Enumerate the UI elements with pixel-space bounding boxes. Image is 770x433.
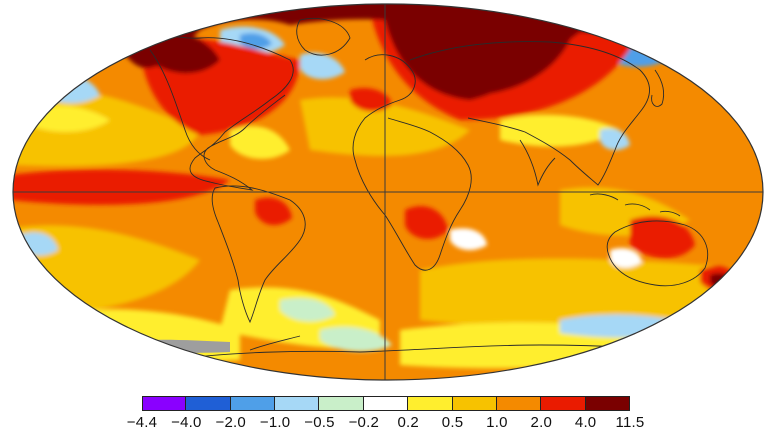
legend-swatch: [186, 396, 231, 411]
legend-tick-label: −2.0: [215, 414, 246, 431]
color-scale-legend: −4.4 −4.0 −2.0 −1.0 −0.5 −0.2 0.2 0.5 1.0 2.0 4.0 1…: [0, 385, 770, 433]
legend-tick-label: 4.0: [574, 414, 597, 431]
legend-swatch: [585, 396, 630, 411]
legend-swatch: [275, 396, 320, 411]
legend-tick-label: 1.0: [486, 414, 508, 431]
legend-swatch: [142, 396, 187, 411]
legend-tick-label: 2.0: [530, 414, 552, 431]
legend-swatch: [230, 396, 276, 411]
legend-swatch: [496, 396, 542, 411]
legend-swatch: [363, 396, 409, 411]
legend-swatch: [319, 396, 364, 411]
legend-tick-label: −4.4: [126, 414, 158, 431]
legend-tick-label: 0.2: [397, 414, 419, 431]
world-map: [12, 3, 764, 381]
temperature-anomaly-map: [12, 3, 764, 381]
legend-swatch: [452, 396, 497, 411]
legend-tick-label: −4.0: [171, 414, 202, 431]
globe-outline: [12, 3, 764, 381]
legend-swatch: [408, 396, 453, 411]
legend-tick-label: 11.5: [615, 414, 645, 431]
grid-lines: [13, 4, 763, 380]
legend-tick-label: −0.2: [348, 414, 380, 431]
legend-tick-label: 0.5: [441, 414, 464, 431]
legend-swatch: [541, 396, 586, 411]
legend-tick-label: −1.0: [259, 414, 291, 431]
legend-tick-label: −0.5: [304, 414, 335, 431]
